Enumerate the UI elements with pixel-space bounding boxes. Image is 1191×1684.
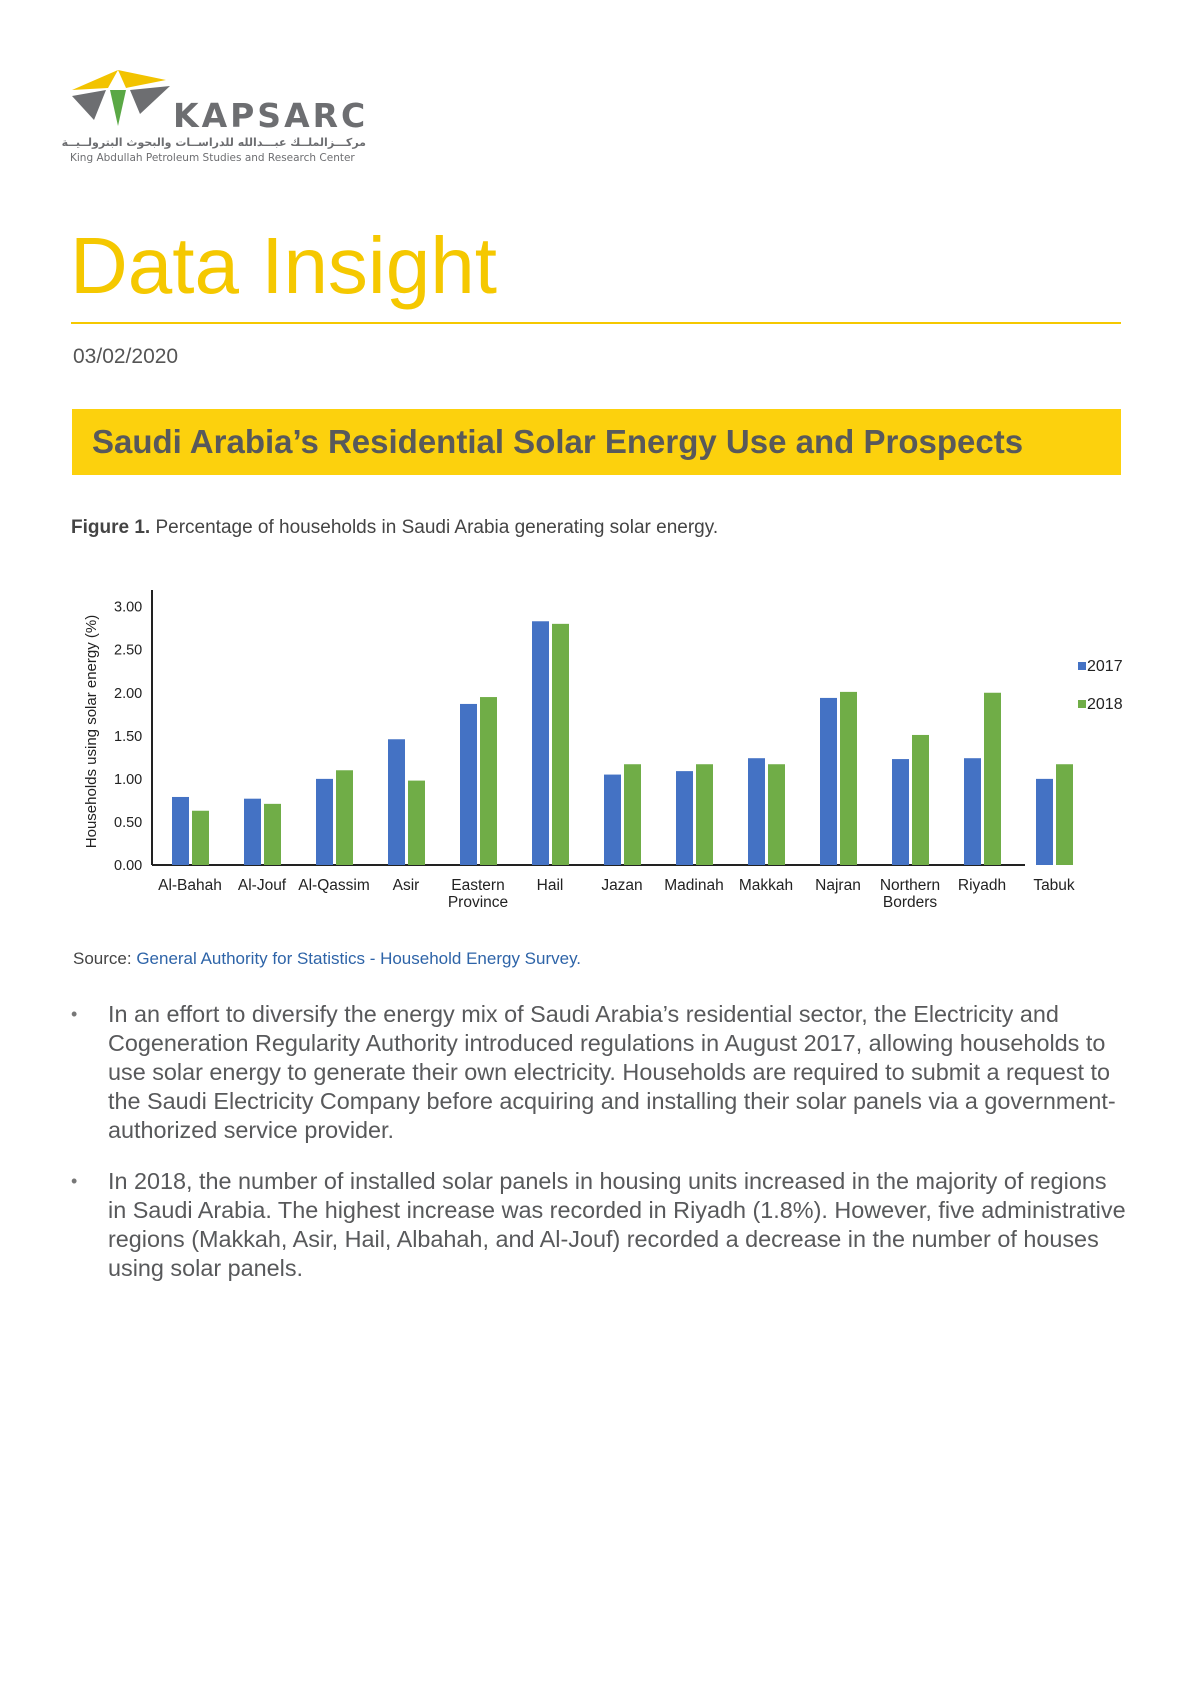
bar-2017 — [604, 774, 621, 865]
headline-banner: Saudi Arabia’s Residential Solar Energy … — [72, 409, 1121, 475]
figure-label: Figure 1. — [71, 517, 151, 538]
bar-2017 — [532, 621, 549, 865]
bar-2018 — [624, 764, 641, 865]
legend-swatch — [1078, 662, 1086, 670]
legend-label: 2017 — [1087, 658, 1123, 675]
legend-label: 2018 — [1087, 696, 1123, 713]
bar-2017 — [820, 697, 837, 865]
publication-date: 03/02/2020 — [73, 345, 179, 368]
kapsarc-logo: KAPSARC مركـــزالملــك عبـــدالله للدراس… — [61, 68, 370, 168]
bullet-dot-icon: • — [71, 1004, 78, 1024]
y-axis-label: Households using solar energy (%) — [83, 615, 100, 848]
y-tick-label: 0.00 — [114, 858, 142, 874]
bar-2018 — [192, 810, 209, 865]
x-tick-label: Eastern — [451, 877, 504, 894]
bar-2017 — [964, 758, 981, 865]
bar-2018 — [480, 697, 497, 865]
x-tick-label: Riyadh — [958, 877, 1006, 894]
figure-caption-text: Percentage of households in Saudi Arabia… — [150, 517, 719, 538]
y-tick-label: 1.00 — [114, 772, 142, 788]
bar-2018 — [840, 691, 857, 865]
bar-2017 — [244, 798, 261, 865]
logo-arabic-name: مركـــزالملــك عبـــدالله للدراســات وال… — [61, 136, 366, 149]
x-tick-label: Province — [448, 894, 508, 911]
y-tick-label: 2.50 — [114, 643, 142, 659]
y-tick-label: 1.50 — [114, 729, 142, 745]
y-tick-label: 0.50 — [114, 815, 142, 831]
bar-2017 — [460, 703, 477, 865]
x-tick-label: Jazan — [601, 877, 642, 894]
bar-2018 — [768, 764, 785, 865]
x-tick-label: Najran — [815, 877, 861, 894]
source-line: Source: General Authority for Statistics… — [73, 949, 581, 969]
logo-english-name: King Abdullah Petroleum Studies and Rese… — [70, 152, 355, 164]
bar-2018 — [1056, 764, 1073, 865]
page-title: Data Insight — [70, 221, 497, 310]
bullet-dot-icon: • — [71, 1171, 78, 1191]
solar-households-chart: Households using solar energy (%) 0.00 0.5… — [70, 578, 1130, 918]
bar-2018 — [696, 764, 713, 865]
bar-2017 — [1036, 778, 1053, 865]
source-label: Source: — [73, 949, 137, 968]
source-link[interactable]: General Authority for Statistics - House… — [136, 949, 582, 968]
bullet-text: In an effort to diversify the energy mix… — [108, 1001, 1116, 1143]
logo-emblem-icon — [72, 70, 170, 126]
x-tick-label: Hail — [537, 877, 564, 894]
x-tick-label: Makkah — [739, 877, 793, 894]
bullet-item: • In an effort to diversify the energy mi… — [70, 1000, 1130, 1145]
bar-chart: Households using solar energy (%) 0.00 0.5… — [83, 590, 1123, 911]
bar-2017 — [748, 758, 765, 865]
bar-2017 — [676, 771, 693, 865]
bar-2018 — [912, 734, 929, 865]
x-tick-label: Al-Jouf — [238, 877, 287, 894]
x-tick-label: Al-Bahah — [158, 877, 222, 894]
bar-2018 — [336, 770, 353, 865]
bar-2018 — [408, 780, 425, 865]
legend-swatch — [1078, 700, 1086, 708]
bullet-item: • In 2018, the number of installed solar … — [70, 1167, 1130, 1283]
bar-2017 — [172, 796, 189, 865]
x-tick-label: Northern — [880, 877, 940, 894]
bar-2018 — [264, 803, 281, 865]
bar-2018 — [552, 623, 569, 865]
bar-2017 — [388, 739, 405, 865]
x-tick-label: Asir — [393, 877, 420, 894]
title-divider — [71, 322, 1121, 324]
insight-bullets: • In an effort to diversify the energy mi… — [70, 1000, 1130, 1305]
bar-2017 — [892, 759, 909, 865]
y-tick-label: 3.00 — [114, 600, 142, 616]
bar-2017 — [316, 778, 333, 865]
figure-caption: Figure 1. Percentage of households in Sa… — [71, 517, 718, 539]
x-tick-label: Tabuk — [1033, 877, 1075, 894]
logo-wordmark: KAPSARC — [173, 96, 369, 135]
x-tick-label: Al-Qassim — [298, 877, 369, 894]
headline-title: Saudi Arabia’s Residential Solar Energy … — [92, 423, 1024, 460]
bar-2018 — [984, 692, 1001, 865]
x-tick-label: Borders — [883, 894, 938, 911]
y-tick-label: 2.00 — [114, 686, 142, 702]
bullet-text: In 2018, the number of installed solar p… — [108, 1168, 1126, 1281]
x-tick-label: Madinah — [664, 877, 723, 894]
